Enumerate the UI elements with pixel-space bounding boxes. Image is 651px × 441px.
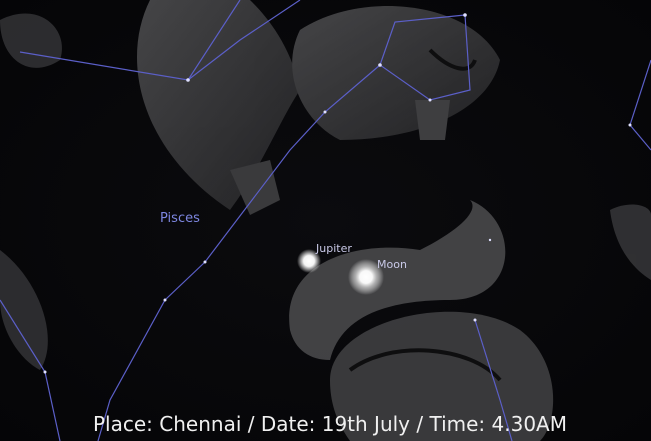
jupiter (297, 249, 321, 273)
horn-line (348, 348, 502, 382)
fish-tail (0, 250, 48, 370)
constellation-line (379, 14, 471, 101)
star (628, 123, 632, 127)
star (488, 238, 492, 242)
planet-label: Moon (377, 258, 407, 271)
planet-label: Jupiter (315, 242, 352, 255)
moon (348, 259, 384, 295)
ram-horn (289, 200, 506, 360)
fish-body (136, 0, 300, 210)
caption: Place: Chennai / Date: 19th July / Time:… (93, 412, 567, 436)
constellation-line (187, 0, 301, 81)
star (378, 63, 382, 67)
fish-tail (0, 13, 62, 68)
star (428, 98, 432, 102)
constellation-label: Pisces (160, 211, 200, 226)
fish-mouth (428, 48, 477, 71)
star (186, 78, 190, 82)
fish-fin (415, 100, 450, 140)
star (163, 298, 167, 302)
star (473, 318, 477, 322)
stars (43, 13, 632, 374)
star (323, 110, 327, 114)
constellation-line (474, 319, 513, 441)
star (43, 370, 47, 374)
ram-horn (330, 311, 554, 441)
fish-fin (610, 204, 651, 280)
fish-fin (230, 160, 280, 215)
star (203, 260, 207, 264)
star (463, 13, 467, 17)
